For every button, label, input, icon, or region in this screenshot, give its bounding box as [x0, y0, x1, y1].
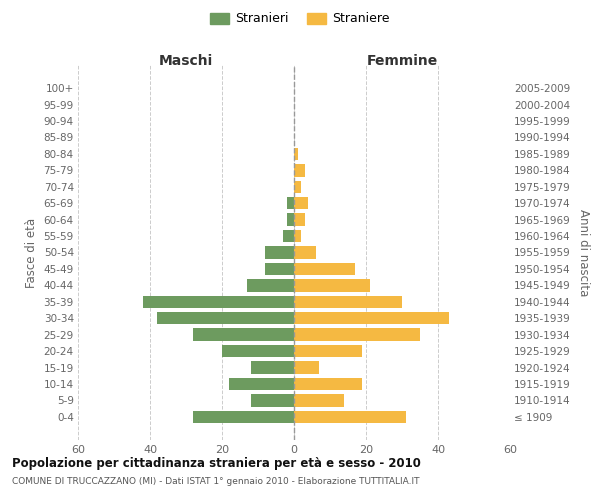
Bar	[294, 362, 319, 374]
Bar	[283, 230, 294, 242]
Bar	[229, 378, 294, 390]
Y-axis label: Anni di nascita: Anni di nascita	[577, 209, 590, 296]
Bar	[294, 345, 362, 357]
Bar	[294, 197, 308, 209]
Bar	[294, 279, 370, 291]
Text: Femmine: Femmine	[367, 54, 437, 68]
Bar	[193, 328, 294, 341]
Text: Maschi: Maschi	[159, 54, 213, 68]
Bar	[251, 394, 294, 406]
Legend: Stranieri, Straniere: Stranieri, Straniere	[206, 8, 394, 29]
Bar	[265, 263, 294, 275]
Bar	[294, 180, 301, 193]
Bar	[294, 214, 305, 226]
Bar	[294, 296, 402, 308]
Bar	[222, 345, 294, 357]
Text: COMUNE DI TRUCCAZZANO (MI) - Dati ISTAT 1° gennaio 2010 - Elaborazione TUTTITALI: COMUNE DI TRUCCAZZANO (MI) - Dati ISTAT …	[12, 478, 419, 486]
Bar	[294, 164, 305, 176]
Text: Popolazione per cittadinanza straniera per età e sesso - 2010: Popolazione per cittadinanza straniera p…	[12, 458, 421, 470]
Bar	[294, 394, 344, 406]
Bar	[294, 263, 355, 275]
Bar	[247, 279, 294, 291]
Bar	[294, 410, 406, 423]
Bar	[265, 246, 294, 258]
Bar	[143, 296, 294, 308]
Bar	[287, 214, 294, 226]
Bar	[294, 378, 362, 390]
Bar	[287, 197, 294, 209]
Bar	[294, 246, 316, 258]
Bar	[157, 312, 294, 324]
Bar	[251, 362, 294, 374]
Bar	[294, 148, 298, 160]
Bar	[294, 328, 420, 341]
Y-axis label: Fasce di età: Fasce di età	[25, 218, 38, 288]
Bar	[193, 410, 294, 423]
Bar	[294, 312, 449, 324]
Bar	[294, 230, 301, 242]
